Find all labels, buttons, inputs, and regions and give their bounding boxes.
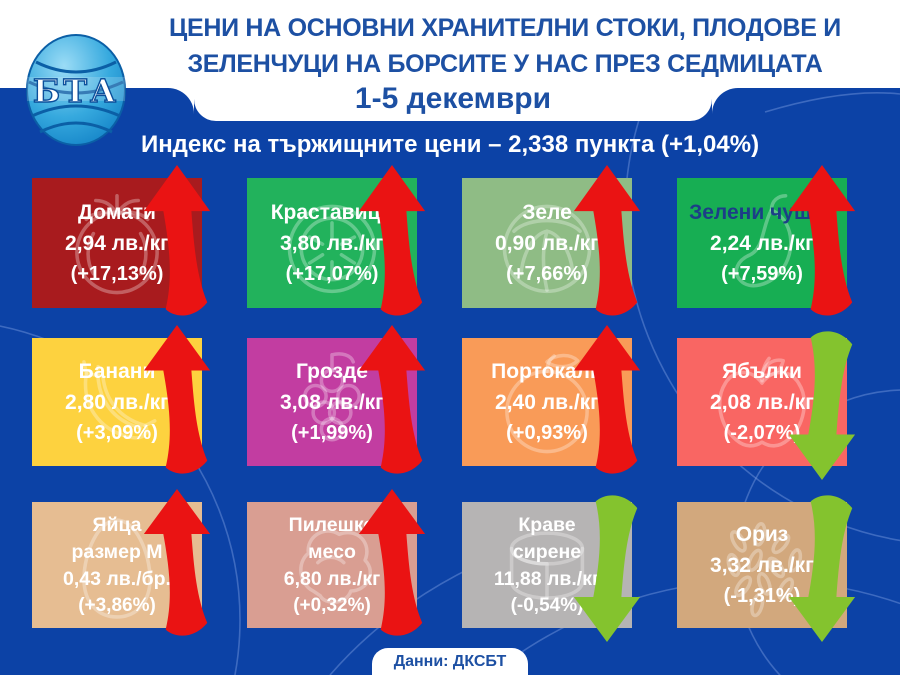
price-card-bananas: Банани 2,80 лв./кг (+3,09%) <box>32 325 211 474</box>
card-change: (+0,32%) <box>293 594 371 616</box>
price-card-cheese: Краве сирене 11,88 лв./кг (-0,54%) <box>462 495 641 642</box>
card-title: Портокали <box>491 360 603 383</box>
card-price: 2,94 лв./кг <box>65 232 169 255</box>
card-change: (+7,66%) <box>506 263 588 285</box>
price-card-grapes: Грозде 3,08 лв./кг (+1,99%) <box>247 325 426 474</box>
title-line-2: ЗЕЛЕНЧУЦИ НА БОРСИТЕ У НАС ПРЕЗ СЕДМИЦАТ… <box>187 50 823 78</box>
price-card-green-peppers: Зелени чушки 2,24 лв./кг (+7,59%) <box>677 165 856 316</box>
price-card-cucumbers: Краставици 3,80 лв./кг (+17,07%) <box>247 165 426 316</box>
rice-icon <box>726 522 803 618</box>
card-title: Грозде <box>296 360 368 383</box>
card-title: Домати <box>78 201 156 224</box>
card-price: 2,80 лв./кг <box>65 391 169 414</box>
tomato-icon <box>75 194 159 295</box>
card-price: 3,08 лв./кг <box>280 391 384 414</box>
trend-down-arrow-icon <box>787 325 857 480</box>
card-change: (+3,09%) <box>76 422 158 444</box>
card-change: (-1,31%) <box>723 585 801 607</box>
trend-up-arrow-icon <box>142 489 212 642</box>
card-change: (+3,86%) <box>78 594 156 616</box>
card-title: Краве <box>518 513 576 536</box>
card-title: Банани <box>78 360 156 383</box>
price-card-chicken: Пилешко месо 6,80 лв./кг (+0,32%) <box>247 489 426 636</box>
card-title: Ябълки <box>722 360 802 383</box>
card-change: (+1,99%) <box>291 422 373 444</box>
banana-icon <box>82 360 157 440</box>
bta-logo: БТА <box>26 34 126 146</box>
period-label: 1-5 декември <box>354 82 552 115</box>
egg-icon <box>82 518 152 619</box>
card-change: (+0,93%) <box>506 422 588 444</box>
chicken-icon <box>299 529 372 604</box>
period-tab <box>194 88 712 121</box>
grapes-icon <box>303 352 361 442</box>
card-change: (-0,54%) <box>510 594 584 616</box>
green-pepper-icon <box>734 194 793 288</box>
price-card-apples: Ябълки 2,08 лв./кг (-2,07%) <box>677 331 856 480</box>
trend-up-arrow-icon <box>572 325 642 480</box>
card-price: 3,32 лв./кг <box>710 554 814 577</box>
price-card-cabbage: Зеле 0,90 лв./кг (+7,66%) <box>462 165 641 316</box>
price-card-eggs: Яйца размер М 0,43 лв./бр. (+3,86%) <box>32 489 211 636</box>
card-price: 2,08 лв./кг <box>710 391 814 414</box>
card-title-2: месо <box>308 540 356 563</box>
card-title-2: размер М <box>71 540 163 563</box>
apple-icon <box>718 356 806 448</box>
trend-up-arrow-icon <box>142 325 212 480</box>
card-price: 6,80 лв./кг <box>283 567 381 590</box>
bta-logo-text: БТА <box>33 72 119 110</box>
card-change: (-2,07%) <box>723 422 801 444</box>
price-card-oranges: Портокали 2,40 лв./кг (+0,93%) <box>462 325 641 474</box>
card-price: 2,40 лв./кг <box>495 391 599 414</box>
cabbage-icon <box>502 204 592 294</box>
cheese-icon <box>509 531 585 600</box>
card-change: (+7,59%) <box>721 263 803 285</box>
price-card-rice: Ориз 3,32 лв./кг (-1,31%) <box>677 495 856 642</box>
card-change: (+17,07%) <box>285 263 379 285</box>
trend-down-arrow-icon <box>572 489 642 642</box>
card-title: Пилешко <box>288 513 376 536</box>
trend-up-arrow-icon <box>357 489 427 642</box>
trend-down-arrow-icon <box>787 489 857 642</box>
card-change: (+17,13%) <box>70 263 164 285</box>
trend-up-arrow-icon <box>787 165 857 322</box>
trend-up-arrow-icon <box>357 165 427 322</box>
header-band <box>0 0 900 88</box>
card-title: Ориз <box>735 523 789 546</box>
page-title: ЦЕНИ НА ОСНОВНИ ХРАНИТЕЛНИ СТОКИ, ПЛОДОВ… <box>130 10 880 82</box>
card-price: 3,80 лв./кг <box>280 232 384 255</box>
source-label: Данни: ДКСБТ <box>393 652 507 670</box>
market-index-line: Индекс на тържищните цени – 2,338 пункта… <box>140 131 760 158</box>
trend-up-arrow-icon <box>572 165 642 322</box>
price-card-tomatoes: Домати 2,94 лв./кг (+17,13%) <box>32 165 211 316</box>
card-title-2: сирене <box>512 540 582 563</box>
source-tab: Данни: ДКСБТ <box>372 648 528 675</box>
cucumber-icon <box>287 204 377 294</box>
card-title: Яйца <box>92 513 142 536</box>
card-price: 0,90 лв./кг <box>495 232 599 255</box>
trend-up-arrow-icon <box>357 325 427 480</box>
card-price: 11,88 лв./кг <box>493 567 601 590</box>
card-price: 2,24 лв./кг <box>710 232 814 255</box>
orange-icon <box>505 353 589 454</box>
trend-up-arrow-icon <box>142 165 212 322</box>
card-title: Зеле <box>522 201 572 224</box>
title-line-1: ЦЕНИ НА ОСНОВНИ ХРАНИТЕЛНИ СТОКИ, ПЛОДОВ… <box>169 14 841 42</box>
card-price: 0,43 лв./бр. <box>63 567 171 590</box>
